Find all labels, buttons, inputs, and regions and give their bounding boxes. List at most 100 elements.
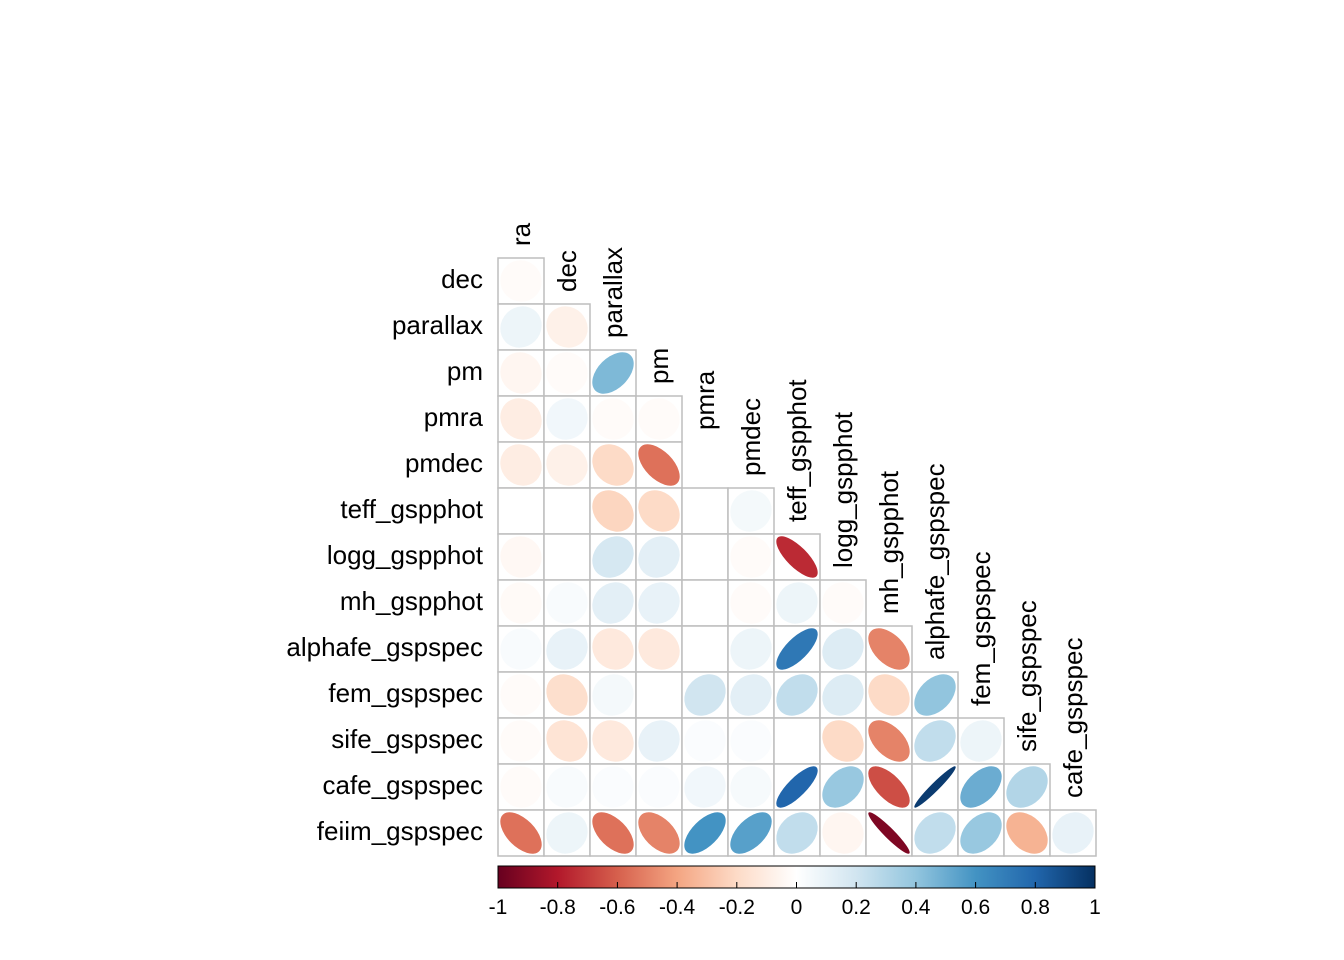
ellipse-sife_gspspec-logg_gspphot [822,720,864,762]
row-label-teff_gspphot: teff_gspphot [340,494,483,524]
ellipse-fem_gspspec-logg_gspphot [822,674,864,716]
row-label-pmra: pmra [424,402,484,432]
ellipse-mh_gspphot-logg_gspphot [822,582,864,624]
ellipse-fem_gspspec-pmra [684,674,726,716]
ellipse-pm-ra [500,352,542,394]
ellipse-teff_gspphot-ra [500,490,542,532]
ellipse-logg_gspphot-pmra [684,536,726,578]
ellipse-logg_gspphot-pmdec [730,536,772,578]
column-label-cafe_gspspec: cafe_gspspec [1058,638,1088,798]
ellipse-cafe_gspspec-teff_gspphot [776,766,818,808]
ellipse-mh_gspphot-parallax [592,582,634,624]
ellipse-sife_gspspec-alphafe_gspspec [914,720,956,762]
row-label-fem_gspspec: fem_gspspec [328,678,483,708]
colorbar-tick-label--1: -1 [489,896,508,919]
ellipse-feiim_gspspec-ra [500,812,542,854]
ellipse-pmdec-parallax [592,444,634,486]
column-label-pmra: pmra [690,370,720,430]
ellipse-teff_gspphot-pmra [684,490,726,532]
ellipse-teff_gspphot-pmdec [730,490,772,532]
column-label-ra: ra [506,222,536,246]
ellipse-logg_gspphot-pm [638,536,680,578]
column-label-pm: pm [644,348,674,384]
ellipse-pmra-parallax [592,398,634,440]
ellipse-cafe_gspspec-sife_gspspec [1006,766,1048,808]
ellipse-mh_gspphot-teff_gspphot [776,582,818,624]
colorbar-tick-label-0.2: 0.2 [842,896,871,919]
row-label-feiim_gspspec: feiim_gspspec [317,816,483,846]
ellipse-mh_gspphot-pmra [684,582,726,624]
ellipse-feiim_gspspec-pmdec [730,812,772,854]
ellipse-parallax-dec [546,306,588,348]
column-label-alphafe_gspspec: alphafe_gspspec [920,463,950,660]
colorbar-tick-label--0.8: -0.8 [540,896,576,919]
row-label-mh_gspphot: mh_gspphot [340,586,484,616]
row-label-sife_gspspec: sife_gspspec [331,724,483,754]
column-label-parallax: parallax [598,247,628,338]
ellipse-pmdec-pm [638,444,680,486]
ellipse-alphafe_gspspec-teff_gspphot [776,628,818,670]
ellipse-mh_gspphot-ra [500,582,542,624]
ellipse-sife_gspspec-pmdec [730,720,772,762]
ellipse-fem_gspspec-teff_gspphot [776,674,818,716]
row-label-cafe_gspspec: cafe_gspspec [323,770,483,800]
ellipse-fem_gspspec-pm [638,674,680,716]
ellipse-fem_gspspec-alphafe_gspspec [914,674,956,716]
ellipse-alphafe_gspspec-parallax [592,628,634,670]
column-label-pmdec: pmdec [736,398,766,476]
ellipse-feiim_gspspec-pmra [684,812,726,854]
ellipse-alphafe_gspspec-pmra [684,628,726,670]
row-label-alphafe_gspspec: alphafe_gspspec [286,632,483,662]
ellipse-feiim_gspspec-alphafe_gspspec [914,812,956,854]
ellipse-cafe_gspspec-pmra [684,766,726,808]
ellipse-teff_gspphot-parallax [592,490,634,532]
ellipse-cafe_gspspec-pm [638,766,680,808]
ellipse-cafe_gspspec-parallax [592,766,634,808]
ellipse-mh_gspphot-dec [546,582,588,624]
colorbar-tick-label-0: 0 [791,896,803,919]
ellipse-pmra-ra [500,398,542,440]
colorbar-tick-label--0.6: -0.6 [599,896,635,919]
column-label-sife_gspspec: sife_gspspec [1012,600,1042,752]
ellipse-cafe_gspspec-alphafe_gspspec [914,766,956,808]
ellipse-sife_gspspec-ra [500,720,542,762]
ellipse-sife_gspspec-dec [546,720,588,762]
ellipse-alphafe_gspspec-mh_gspphot [868,628,910,670]
ellipse-feiim_gspspec-logg_gspphot [822,812,864,854]
row-labels: dec parallax pm pmra pmdec teff_gspphot logg_g… [286,264,483,846]
row-label-pmdec: pmdec [405,448,483,478]
ellipse-pmra-pm [638,398,680,440]
ellipse-teff_gspphot-dec [546,490,588,532]
ellipse-mh_gspphot-pmdec [730,582,772,624]
ellipse-dec-ra [500,260,542,302]
ellipse-cafe_gspspec-dec [546,766,588,808]
colorbar-tick-label-1: 1 [1089,896,1101,919]
ellipse-logg_gspphot-dec [546,536,588,578]
ellipse-feiim_gspspec-mh_gspphot [868,812,910,854]
ellipse-mh_gspphot-pm [638,582,680,624]
ellipse-fem_gspspec-ra [500,674,542,716]
ellipse-pmdec-dec [546,444,588,486]
ellipse-logg_gspphot-teff_gspphot [776,536,818,578]
row-label-logg_gspphot: logg_gspphot [327,540,484,570]
ellipse-cafe_gspspec-fem_gspspec [960,766,1002,808]
ellipse-feiim_gspspec-sife_gspspec [1006,812,1048,854]
ellipse-fem_gspspec-pmdec [730,674,772,716]
row-label-dec: dec [441,264,483,294]
ellipse-fem_gspspec-mh_gspphot [868,674,910,716]
ellipse-pmdec-ra [500,444,542,486]
column-label-dec: dec [552,250,582,292]
ellipse-alphafe_gspspec-logg_gspphot [822,628,864,670]
ellipse-alphafe_gspspec-pmdec [730,628,772,670]
colorbar-tick-label-0.6: 0.6 [961,896,990,919]
column-label-mh_gspphot: mh_gspphot [874,470,904,614]
ellipse-feiim_gspspec-teff_gspphot [776,812,818,854]
ellipse-feiim_gspspec-dec [546,812,588,854]
ellipse-cafe_gspspec-mh_gspphot [868,766,910,808]
ellipse-feiim_gspspec-parallax [592,812,634,854]
ellipse-alphafe_gspspec-dec [546,628,588,670]
ellipse-logg_gspphot-parallax [592,536,634,578]
ellipse-fem_gspspec-parallax [592,674,634,716]
ellipse-feiim_gspspec-cafe_gspspec [1052,812,1094,854]
